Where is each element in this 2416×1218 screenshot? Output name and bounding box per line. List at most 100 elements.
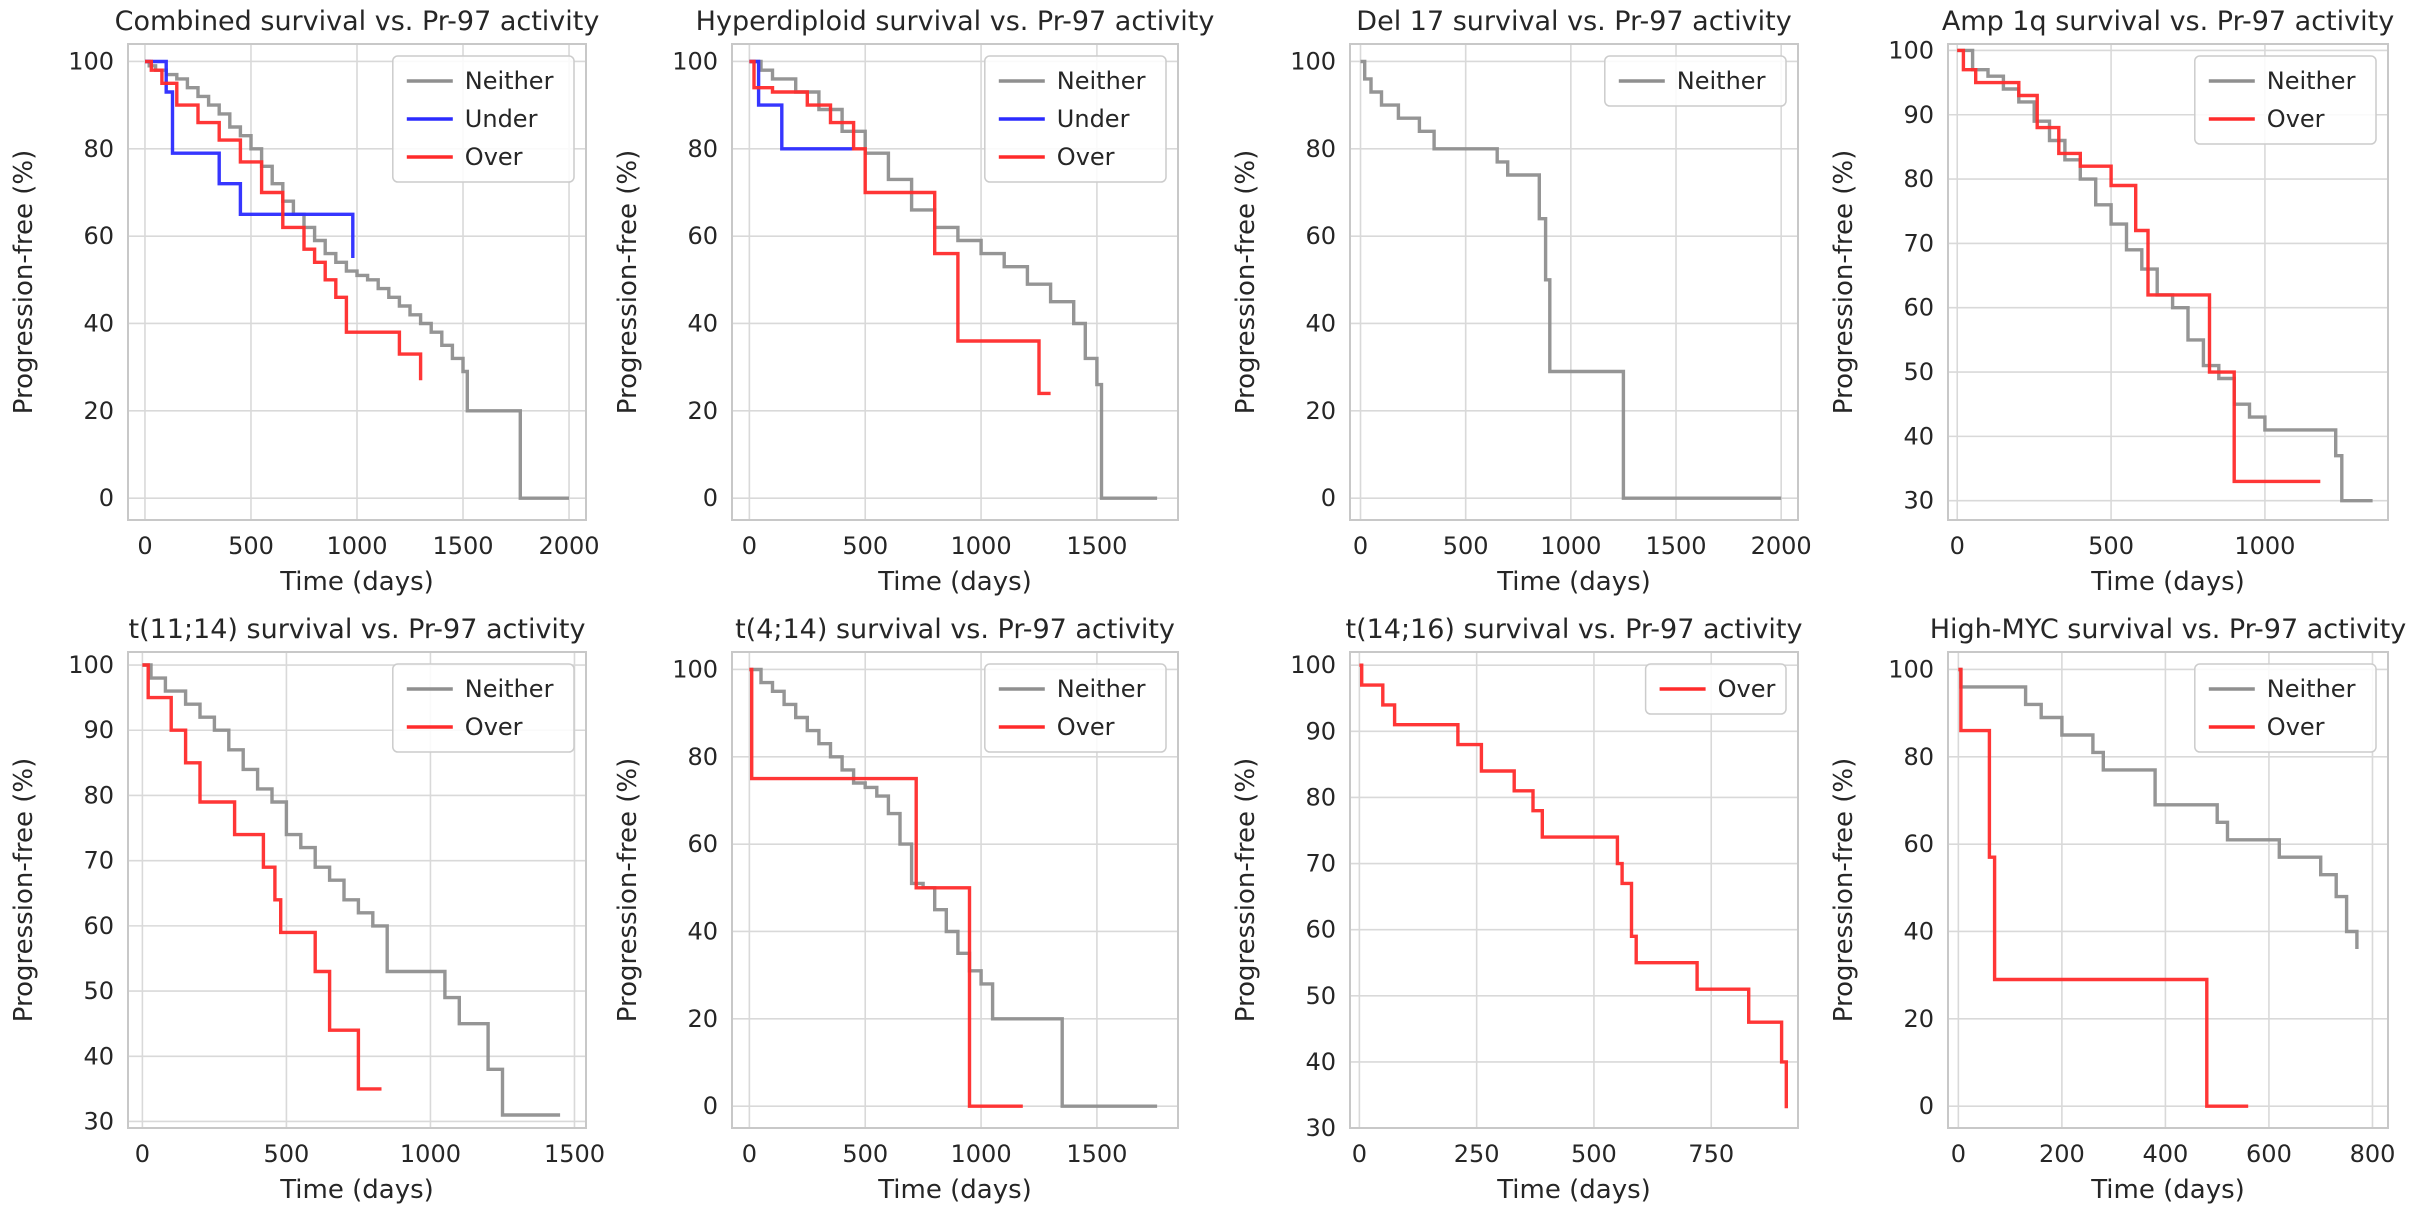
plot-frame [1947,651,2389,1129]
legend-box [2194,55,2377,145]
x-tick-label: 1000 [326,532,387,560]
series-line-under [749,59,854,151]
legend-label-neither: Neither [2267,67,2356,95]
y-tick-label: 90 [1305,717,1336,745]
subplot-2: 0 500 1000 1500 0 20 40 60 80 100 Hyperdiploid sur… [613,6,1214,597]
x-tick-label: 1500 [1066,1140,1127,1168]
y-tick-label: 40 [687,917,718,945]
series-line-over [142,663,382,1091]
y-tick-label: 40 [1305,309,1336,337]
plot-area [1350,44,1798,520]
y-tick-label: 40 [1903,422,1934,450]
y-tick-label: 50 [1903,358,1934,386]
x-tick-label: 500 [264,1140,310,1168]
y-tick-label: 100 [672,47,718,75]
legend-box [1644,663,1787,715]
y-tick-label: 40 [1903,917,1934,945]
legend-label-over: Over [1057,713,1115,741]
y-tick-label: 80 [1305,135,1336,163]
legend-box [984,55,1167,183]
y-tick-label: 100 [1290,651,1336,679]
x-tick-label: 500 [2088,532,2134,560]
x-tick-label: 1500 [1066,532,1127,560]
y-tick-label: 100 [672,655,718,683]
x-tick-label: 1500 [544,1140,605,1168]
y-tick-label: 100 [68,651,114,679]
series-line-over [1958,667,2249,1108]
y-tick-label: 20 [687,1005,718,1033]
plot-frame [1349,43,1799,521]
x-tick-label: 1000 [951,1140,1012,1168]
y-tick-label: 60 [83,912,114,940]
legend-label-neither: Neither [2267,675,2356,703]
x-axis-label: Time (days) [279,1175,434,1205]
x-tick-label: 2000 [538,532,599,560]
plot-frame [127,43,587,521]
x-tick-label: 500 [842,532,888,560]
y-tick-label: 90 [83,716,114,744]
x-tick-label: 1000 [2234,532,2295,560]
x-tick-label: 400 [2143,1140,2189,1168]
series-line-neither [1958,667,2359,949]
y-tick-label: 80 [83,781,114,809]
x-tick-label: 1000 [951,532,1012,560]
y-tick-label: 0 [99,484,114,512]
x-tick-label: 0 [135,1140,150,1168]
y-tick-label: 70 [1903,229,1934,257]
y-tick-label: 80 [687,743,718,771]
y-axis-label: Progression-free (%) [613,758,643,1022]
y-tick-label: 70 [83,847,114,875]
x-tick-label: 500 [228,532,274,560]
subplot-7: 0 250 500 750 30 40 50 60 70 80 90 100 t(14;16) surv… [1231,614,1803,1205]
y-tick-label: 40 [83,309,114,337]
legend-box [392,663,575,753]
x-axis-label: Time (days) [2090,567,2245,597]
y-tick-label: 60 [1305,916,1336,944]
y-tick-label: 40 [83,1042,114,1070]
y-tick-label: 60 [1305,222,1336,250]
y-axis-label: Progression-free (%) [613,150,643,414]
x-tick-label: 250 [1454,1140,1500,1168]
x-tick-label: 1500 [1645,532,1706,560]
legend-label-neither: Neither [1677,67,1766,95]
x-tick-label: 750 [1688,1140,1734,1168]
x-tick-label: 500 [842,1140,888,1168]
x-tick-label: 0 [742,1140,757,1168]
y-tick-label: 30 [1305,1114,1336,1142]
y-tick-label: 80 [687,135,718,163]
subplot-6: 0 500 1000 1500 0 20 40 60 80 100 t(4;14) survival… [613,614,1179,1205]
series-line-neither [1957,48,2373,503]
plot-title: t(11;14) survival vs. Pr-97 activity [128,614,585,645]
legend-box [2194,663,2377,753]
plot-frame [1349,651,1799,1129]
series-line-neither [145,59,569,500]
x-tick-label: 0 [1951,1140,1966,1168]
x-tick-label: 500 [1443,532,1489,560]
plot-frame [127,651,587,1129]
series-line-over [1957,48,2321,484]
y-tick-label: 60 [687,222,718,250]
x-axis-label: Time (days) [877,567,1032,597]
y-tick-label: 100 [68,47,114,75]
y-axis-label: Progression-free (%) [1231,758,1261,1022]
y-axis-label: Progression-free (%) [1829,150,1859,414]
x-tick-label: 2000 [1751,532,1812,560]
y-tick-label: 30 [83,1107,114,1135]
series-line-neither [142,663,561,1117]
y-tick-label: 30 [1903,487,1934,515]
y-tick-label: 80 [1903,165,1934,193]
y-axis-label: Progression-free (%) [1829,758,1859,1022]
y-tick-label: 20 [1305,397,1336,425]
y-axis-label: Progression-free (%) [1231,150,1261,414]
legend-label-neither: Neither [1057,675,1146,703]
legend-label-neither: Neither [1057,67,1146,95]
legend-label-neither: Neither [465,675,554,703]
x-axis-label: Time (days) [1496,567,1651,597]
y-tick-label: 20 [83,397,114,425]
legend-label-under: Under [1057,105,1130,133]
y-axis-label: Progression-free (%) [9,150,39,414]
x-tick-label: 1500 [432,532,493,560]
x-tick-label: 0 [1353,532,1368,560]
y-tick-label: 60 [1903,830,1934,858]
